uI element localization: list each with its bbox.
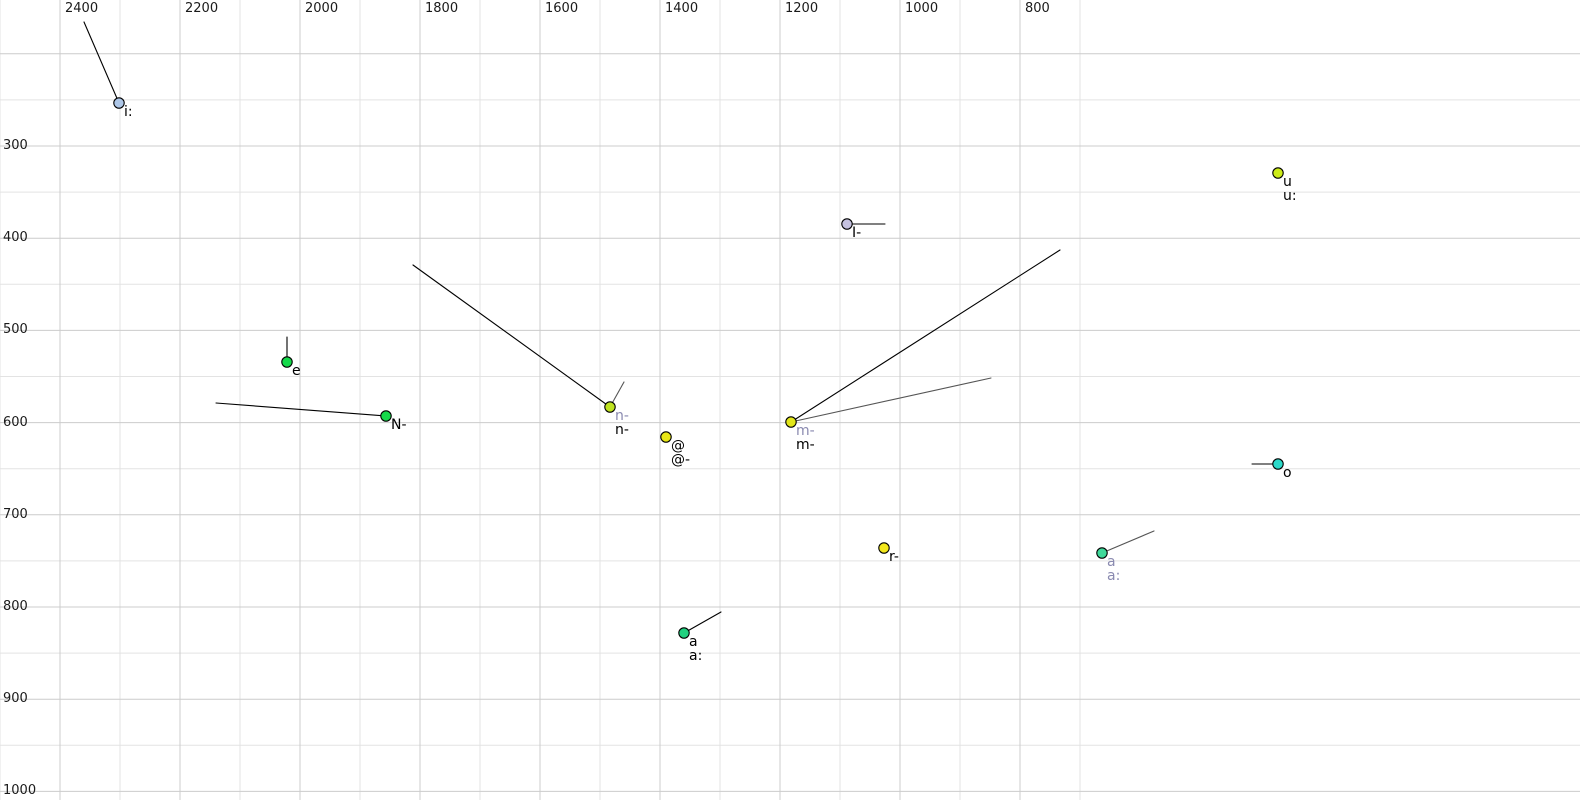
x-tick-label: 1000 <box>905 1 939 16</box>
formant-trajectory-line <box>215 402 387 417</box>
vowel-marker-i[interactable] <box>113 97 125 109</box>
vowel-marker-N[interactable] <box>380 410 392 422</box>
vowel-label-m: m- <box>796 437 815 453</box>
vowel-label-n: n- <box>615 408 629 424</box>
y-tick-label: 1000 <box>3 783 37 799</box>
formant-trajectory-line <box>1101 530 1155 554</box>
vowel-label-u: u <box>1283 174 1292 190</box>
y-tick-label: 700 <box>3 506 28 522</box>
x-tick-label: 2400 <box>65 1 99 16</box>
vowel-markers <box>113 97 1284 639</box>
y-tick-label: 400 <box>3 230 28 246</box>
vowel-label-r: r- <box>889 549 899 565</box>
vowel-marker-o[interactable] <box>1272 458 1284 470</box>
x-tick-label: 1800 <box>425 1 459 16</box>
vowel-marker-e[interactable] <box>281 356 293 368</box>
y-tick-label: 500 <box>3 322 28 338</box>
vowel-marker-u[interactable] <box>1272 167 1284 179</box>
x-tick-label: 2200 <box>185 1 219 16</box>
formant-trajectory-line <box>683 611 722 634</box>
y-tick-label: 300 <box>3 138 28 153</box>
vowel-label-u: u: <box>1283 188 1297 204</box>
vowel-marker-I[interactable] <box>841 218 853 230</box>
formant-trajectory-line <box>83 21 120 104</box>
x-tick-label: 1200 <box>785 1 819 16</box>
x-tick-label: 1600 <box>545 1 579 16</box>
formant-trajectory-line <box>790 377 992 423</box>
y-tick-label: 900 <box>3 691 28 707</box>
vowel-label-at: @ <box>671 438 685 454</box>
vowel-marker-n[interactable] <box>604 401 616 413</box>
vowel-label-a1: a <box>1107 554 1116 570</box>
x-tick-label: 800 <box>1025 1 1050 16</box>
x-tick-label: 2000 <box>305 1 339 16</box>
y-tick-label: 800 <box>3 599 28 614</box>
vowel-marker-m[interactable] <box>785 416 797 428</box>
formant-trajectory-line <box>790 249 1061 423</box>
vowel-label-a2: a: <box>689 648 703 664</box>
formant-trajectory-line <box>412 264 611 408</box>
vowel-label-e: e <box>292 363 301 379</box>
vowel-label-at: @- <box>671 452 691 468</box>
formant-trajectory-lines <box>83 21 1279 634</box>
vowel-marker-at[interactable] <box>660 431 672 443</box>
y-tick-label: 600 <box>3 414 28 430</box>
vowel-label-n: n- <box>615 422 629 438</box>
x-tick-label: 1400 <box>665 1 699 16</box>
vowel-label-a2: a <box>689 634 698 650</box>
vowel-label-i: i: <box>124 104 133 120</box>
vowel-label-I: I- <box>852 225 862 241</box>
vowel-label-m: m- <box>796 423 815 439</box>
vowel-label-N: N- <box>391 417 407 433</box>
vowel-marker-a1[interactable] <box>1096 547 1108 559</box>
vowel-marker-r[interactable] <box>878 542 890 554</box>
vowel-label-a1: a: <box>1107 568 1121 584</box>
vowel-marker-a2[interactable] <box>678 627 690 639</box>
vowel-label-o: o <box>1283 465 1292 481</box>
